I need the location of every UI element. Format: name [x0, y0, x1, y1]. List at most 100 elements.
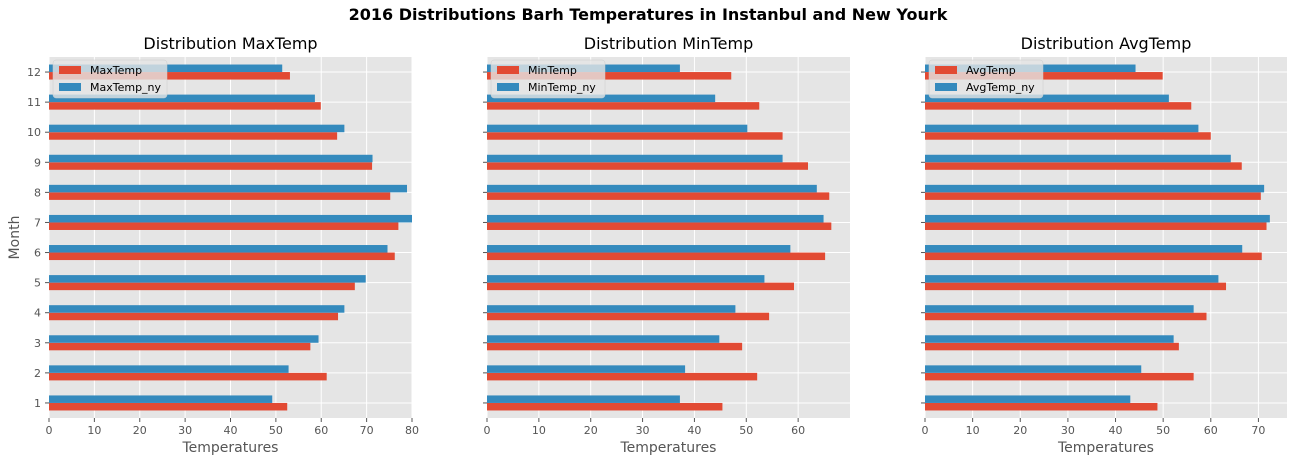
bar-AvgTemp-10: [925, 132, 1211, 140]
x-tick-label: 60: [1204, 424, 1218, 437]
plot-area: [925, 57, 1287, 418]
chart-panel-1: 0 10 20 30 40 50 60 70 80123456789101112Distribu…: [7, 34, 419, 456]
legend-label: AvgTemp_ny: [966, 81, 1035, 94]
y-tick-label: 2: [34, 367, 41, 380]
bar-MinTemp-6: [487, 252, 826, 261]
bar-MaxTemp_ny-3: [49, 335, 319, 343]
x-tick-label: 20: [1013, 424, 1027, 437]
legend: AvgTemp AvgTemp_ny: [928, 59, 1044, 99]
bar-MinTemp-4: [487, 312, 770, 321]
y-tick-label: 9: [34, 156, 41, 169]
x-tick-label: 70: [1251, 424, 1265, 437]
y-tick-label: 1: [34, 397, 41, 410]
bar-AvgTemp_ny-4: [925, 305, 1194, 313]
x-axis-label: Temperatures: [1057, 440, 1154, 456]
bar-AvgTemp_ny-2: [925, 365, 1142, 373]
bar-AvgTemp-6: [925, 252, 1262, 261]
bar-AvgTemp-2: [925, 372, 1194, 381]
bar-MaxTemp-3: [49, 342, 311, 351]
panel-title: Distribution MinTemp: [584, 34, 753, 53]
bar-MinTemp_ny-3: [487, 335, 720, 343]
bar-MinTemp-12: [487, 72, 732, 80]
bar-AvgTemp-12: [925, 72, 1163, 80]
x-tick-label: 40: [687, 424, 701, 437]
bar-MinTemp-7: [487, 222, 832, 230]
bar-AvgTemp-1: [925, 402, 1158, 411]
bar-AvgTemp_ny-9: [925, 154, 1231, 163]
x-tick-label: 0: [46, 424, 53, 437]
legend-label: MinTemp: [528, 64, 577, 77]
bar-MaxTemp-6: [49, 252, 395, 261]
x-tick-label: 50: [739, 424, 753, 437]
x-tick-label: 80: [405, 424, 419, 437]
bar-MinTemp-10: [487, 132, 783, 140]
bar-AvgTemp_ny-11: [925, 94, 1169, 103]
bar-MaxTemp_ny-9: [49, 154, 373, 163]
bar-MaxTemp-1: [49, 402, 288, 411]
legend-swatch: [59, 66, 81, 74]
figure-title: 2016 Distributions Barh Temperatures in …: [349, 5, 948, 24]
bar-MaxTemp_ny-6: [49, 245, 388, 253]
bar-MinTemp-1: [487, 402, 723, 411]
bar-AvgTemp-4: [925, 312, 1207, 321]
legend: MaxTemp MaxTemp_ny: [52, 59, 168, 99]
bar-MaxTemp_ny-1: [49, 395, 273, 403]
y-axis-label: Month: [7, 216, 23, 260]
bar-AvgTemp_ny-7: [925, 214, 1270, 223]
x-tick-label: 0: [484, 424, 491, 437]
bar-MinTemp_ny-9: [487, 154, 783, 163]
bar-AvgTemp-7: [925, 222, 1267, 230]
x-axis-label: Temperatures: [620, 440, 717, 456]
bar-MinTemp-11: [487, 102, 760, 110]
legend-box: [928, 59, 1044, 99]
bar-AvgTemp-5: [925, 282, 1227, 291]
bar-MinTemp_ny-11: [487, 94, 716, 103]
x-axis-label: Temperatures: [182, 440, 279, 456]
bar-MaxTemp-4: [49, 312, 339, 321]
y-tick-label: 12: [27, 66, 41, 79]
x-tick-label: 0: [922, 424, 929, 437]
bar-AvgTemp-11: [925, 102, 1192, 110]
bar-MaxTemp-8: [49, 192, 391, 200]
panel-title: Distribution MaxTemp: [143, 34, 317, 53]
bar-MinTemp_ny-5: [487, 275, 765, 283]
bar-AvgTemp_ny-8: [925, 184, 1265, 193]
y-tick-label: 5: [34, 277, 41, 290]
y-tick-label: 6: [34, 247, 41, 260]
bar-MinTemp-9: [487, 162, 808, 170]
legend-swatch: [497, 66, 519, 74]
bar-MinTemp_ny-1: [487, 395, 680, 403]
x-tick-label: 10: [532, 424, 546, 437]
legend-label: AvgTemp: [966, 64, 1016, 77]
bar-AvgTemp_ny-6: [925, 245, 1243, 253]
plot-area: [487, 57, 850, 418]
legend: MinTemp MinTemp_ny: [490, 59, 606, 99]
bar-MinTemp-8: [487, 192, 830, 200]
bar-MinTemp_ny-6: [487, 245, 791, 253]
bar-AvgTemp_ny-5: [925, 275, 1219, 283]
bar-MinTemp-2: [487, 372, 758, 381]
legend-label: MinTemp_ny: [528, 81, 596, 94]
bar-AvgTemp_ny-3: [925, 335, 1174, 343]
y-tick-label: 8: [34, 186, 41, 199]
legend-swatch: [497, 83, 519, 91]
bar-MaxTemp_ny-2: [49, 365, 289, 373]
chart-panel-2: 0 10 20 30 40 50 60 Distribution MinTemp Tempera…: [483, 34, 850, 456]
bar-MinTemp_ny-10: [487, 124, 748, 133]
legend-box: [490, 59, 606, 99]
bar-MaxTemp_ny-10: [49, 124, 345, 133]
bar-MaxTemp-5: [49, 282, 355, 291]
bar-MaxTemp-7: [49, 222, 399, 230]
bar-MaxTemp-11: [49, 102, 321, 110]
bar-MinTemp_ny-8: [487, 184, 817, 193]
bar-MaxTemp-2: [49, 372, 327, 381]
bar-MaxTemp_ny-5: [49, 275, 366, 283]
legend-swatch: [59, 83, 81, 91]
legend-label: MaxTemp_ny: [90, 81, 162, 94]
x-tick-label: 60: [314, 424, 328, 437]
x-tick-label: 40: [1109, 424, 1123, 437]
x-tick-label: 40: [224, 424, 238, 437]
bar-MaxTemp-9: [49, 162, 373, 170]
